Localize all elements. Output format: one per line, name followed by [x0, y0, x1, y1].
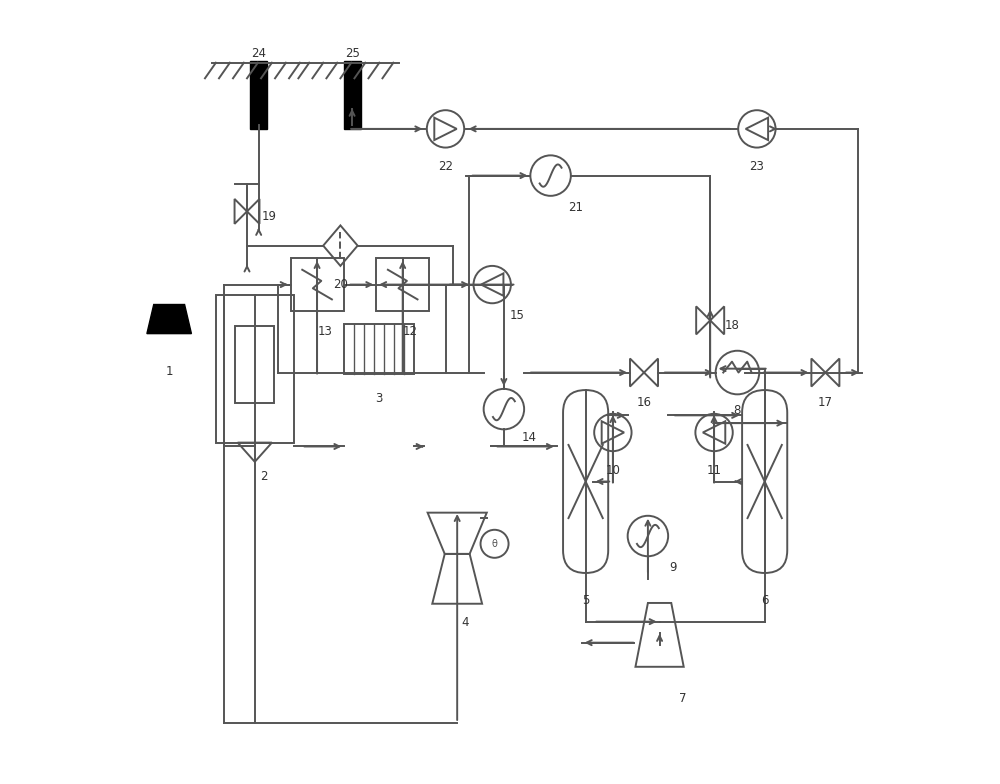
Text: 20: 20 [333, 278, 348, 292]
Bar [344, 61, 361, 129]
Text: 17: 17 [818, 396, 833, 409]
Text: 3: 3 [376, 392, 383, 405]
Text: 14: 14 [521, 431, 536, 444]
Text: 24: 24 [251, 47, 266, 60]
Text: 16: 16 [637, 396, 652, 409]
Text: 18: 18 [725, 319, 739, 332]
Bar [235, 326, 274, 403]
Text: θ: θ [492, 539, 497, 549]
Bar [250, 61, 267, 129]
Text: 23: 23 [749, 160, 764, 173]
Text: 6: 6 [761, 594, 768, 608]
Text: 2: 2 [260, 470, 268, 483]
Text: 19: 19 [261, 210, 276, 223]
Text: 13: 13 [317, 325, 332, 338]
Text: 10: 10 [605, 463, 620, 477]
Text: 25: 25 [345, 47, 360, 60]
Text: 21: 21 [568, 201, 583, 213]
Polygon shape [147, 304, 191, 334]
Text: 5: 5 [582, 594, 589, 608]
Text: 8: 8 [734, 404, 741, 416]
Bar [216, 295, 294, 443]
Text: 9: 9 [669, 561, 677, 574]
Text: 22: 22 [438, 160, 453, 173]
Bar [376, 258, 429, 311]
Text: 15: 15 [510, 310, 525, 322]
Text: 1: 1 [165, 365, 173, 378]
Bar [291, 258, 344, 311]
Text: 11: 11 [707, 463, 722, 477]
Text: 12: 12 [403, 325, 418, 338]
Text: 7: 7 [679, 691, 687, 705]
Text: 4: 4 [461, 616, 469, 630]
Bar [344, 324, 414, 375]
